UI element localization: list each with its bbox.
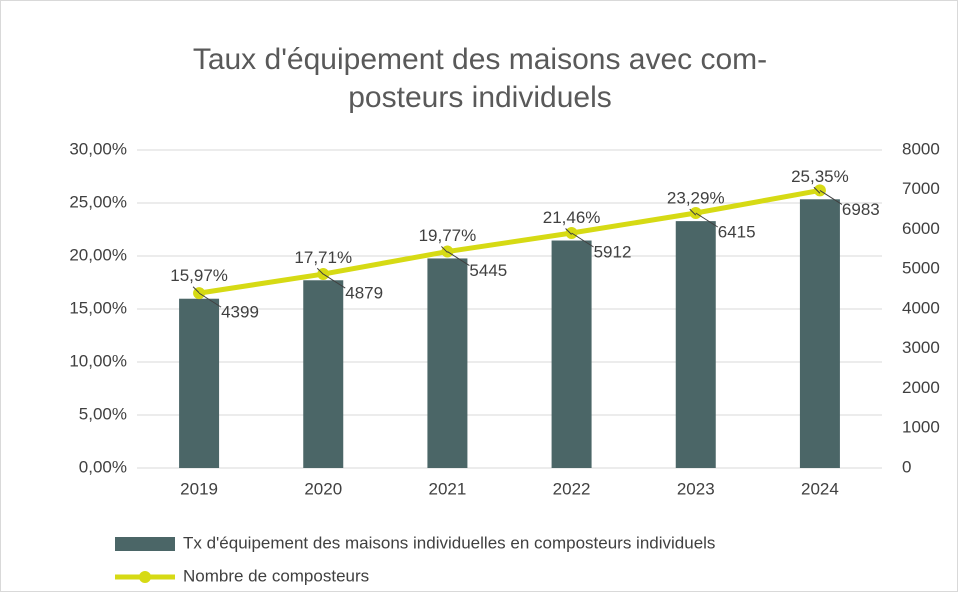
- data-label: 21,46%: [543, 208, 601, 227]
- y2-tick-label: 2000: [902, 378, 940, 397]
- data-label: 17,71%: [294, 248, 352, 267]
- bar: [551, 240, 592, 468]
- bar: [799, 199, 840, 469]
- leader-line: [689, 208, 697, 216]
- line: [198, 187, 821, 296]
- legend-label: Tx d'équipement des maisons individuelle…: [183, 533, 715, 552]
- legend-label: Nombre de composteurs: [183, 566, 369, 585]
- x-tick-label: 2019: [180, 479, 218, 498]
- y2-tick-label: 5000: [902, 259, 940, 278]
- leader-line: [695, 212, 719, 228]
- bar: [675, 221, 716, 468]
- y-tick-label: 15,00%: [69, 298, 127, 317]
- data-label: 15,97%: [170, 266, 228, 285]
- x-tick-label: 2024: [801, 479, 839, 498]
- data-label: 5445: [469, 261, 507, 280]
- data-label: 19,77%: [419, 226, 477, 245]
- bar: [179, 298, 220, 468]
- y2-tick-label: 6000: [902, 219, 940, 238]
- data-label: 5912: [594, 242, 632, 261]
- bar: [303, 280, 344, 468]
- y2-tick-label: 3000: [902, 338, 940, 357]
- y-tick-label: 25,00%: [69, 192, 127, 211]
- data-label: 6415: [718, 222, 756, 241]
- data-label: 6983: [842, 200, 880, 219]
- chart-title: posteurs individuels: [348, 81, 611, 114]
- legend-swatch: [115, 537, 175, 551]
- chart-title: Taux d'équipement des maisons avec com-: [193, 43, 767, 76]
- leader-line: [565, 228, 572, 235]
- data-label: 23,29%: [667, 189, 725, 208]
- leader-line: [571, 232, 594, 248]
- y2-tick-label: 1000: [902, 418, 940, 437]
- y-tick-label: 0,00%: [79, 457, 127, 476]
- y2-tick-label: 8000: [902, 139, 940, 158]
- leader-line: [192, 286, 200, 294]
- leader-line: [322, 273, 346, 289]
- x-tick-label: 2022: [553, 479, 591, 498]
- leader-line: [316, 267, 324, 275]
- x-tick-label: 2023: [677, 479, 715, 498]
- y-tick-label: 5,00%: [79, 404, 127, 423]
- y-tick-label: 20,00%: [69, 245, 127, 264]
- y-tick-label: 10,00%: [69, 351, 127, 370]
- y2-tick-label: 4000: [902, 298, 940, 317]
- leader-line: [198, 292, 222, 308]
- x-tick-label: 2021: [429, 479, 467, 498]
- bar: [427, 258, 468, 468]
- leader-line: [819, 190, 843, 205]
- x-tick-label: 2020: [304, 479, 342, 498]
- leader-line: [813, 186, 821, 194]
- data-label: 4399: [221, 303, 259, 322]
- y2-tick-label: 0: [902, 457, 911, 476]
- legend-swatch: [139, 571, 151, 583]
- y-tick-label: 30,00%: [69, 139, 127, 158]
- data-label: 25,35%: [791, 167, 849, 186]
- leader-line: [441, 246, 448, 253]
- y2-tick-label: 7000: [902, 179, 940, 198]
- data-label: 4879: [345, 284, 383, 303]
- leader-line: [447, 251, 470, 266]
